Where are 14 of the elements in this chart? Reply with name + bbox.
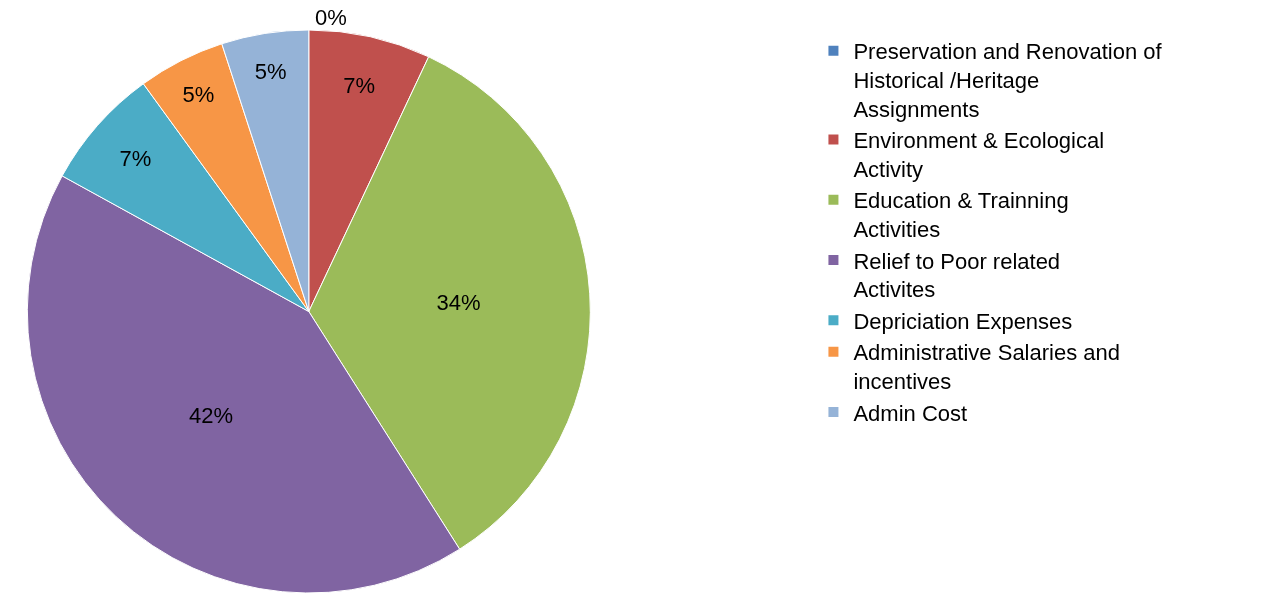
legend-label: Education & Trainning Activities bbox=[853, 188, 1069, 242]
data-label: 5% bbox=[254, 58, 287, 84]
data-label: 7% bbox=[119, 146, 152, 172]
data-label: 5% bbox=[182, 82, 215, 108]
data-label: 42% bbox=[188, 403, 233, 429]
data-label: 7% bbox=[343, 73, 376, 99]
legend-label: Administrative Salaries and incentives bbox=[853, 340, 1121, 394]
text: 0% bbox=[315, 5, 347, 30]
legend-label: Preservation and Renovation of Historical /Heritage Assignments bbox=[853, 39, 1163, 122]
legend-label: Depriciation Expenses bbox=[853, 308, 1073, 334]
legend-label: Admin Cost bbox=[853, 400, 968, 426]
legend-label: Environment & Ecological Activity bbox=[853, 128, 1105, 182]
data-label: 34% bbox=[436, 289, 481, 315]
legend-label: Relief to Poor related Activites bbox=[853, 248, 1061, 303]
